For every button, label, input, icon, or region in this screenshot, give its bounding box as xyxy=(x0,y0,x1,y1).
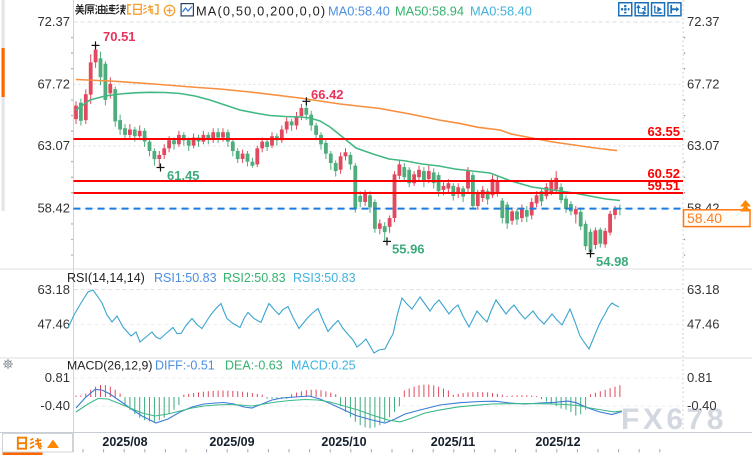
svg-text:MA50:58.94: MA50:58.94 xyxy=(395,4,464,19)
svg-text:RSI(14,14,14): RSI(14,14,14) xyxy=(67,271,145,285)
svg-text:2025/08: 2025/08 xyxy=(102,435,147,449)
svg-text:67.72: 67.72 xyxy=(37,77,70,92)
svg-text:2025/10: 2025/10 xyxy=(321,435,366,449)
svg-text:MA(0,50,0,200,0,0): MA(0,50,0,200,0,0) xyxy=(196,4,326,19)
svg-text:RSI2:50.83: RSI2:50.83 xyxy=(223,271,286,285)
svg-text:MACD(26,12,9): MACD(26,12,9) xyxy=(67,359,152,373)
svg-text:63.55: 63.55 xyxy=(647,124,680,139)
svg-text:0.81: 0.81 xyxy=(687,370,712,385)
svg-text:47.46: 47.46 xyxy=(687,317,720,332)
svg-text:0.81: 0.81 xyxy=(45,370,70,385)
svg-text:MA0:58.40: MA0:58.40 xyxy=(328,4,390,19)
svg-text:58.42: 58.42 xyxy=(37,201,70,216)
svg-text:66.42: 66.42 xyxy=(311,87,344,102)
svg-text:RSI1:50.83: RSI1:50.83 xyxy=(154,271,217,285)
svg-text:-0.40: -0.40 xyxy=(687,398,717,413)
svg-text:47.46: 47.46 xyxy=(37,317,70,332)
svg-text:MA0:58.40: MA0:58.40 xyxy=(470,4,532,19)
svg-text:72.37: 72.37 xyxy=(687,14,720,29)
svg-text:60.52: 60.52 xyxy=(647,166,680,181)
svg-text:MACD:0.25: MACD:0.25 xyxy=(291,359,356,373)
svg-text:DEA:-0.63: DEA:-0.63 xyxy=(225,359,283,373)
svg-text:2025/12: 2025/12 xyxy=(535,435,580,449)
svg-text:55.96: 55.96 xyxy=(392,242,425,257)
svg-text:63.07: 63.07 xyxy=(687,138,720,153)
svg-text:2025/11: 2025/11 xyxy=(431,435,476,449)
svg-text:72.37: 72.37 xyxy=(37,14,70,29)
svg-text:63.07: 63.07 xyxy=(37,138,70,153)
svg-text:59.51: 59.51 xyxy=(647,178,680,193)
svg-text:58.40: 58.40 xyxy=(687,210,722,226)
svg-text:54.98: 54.98 xyxy=(596,254,629,269)
svg-text:61.45: 61.45 xyxy=(167,168,200,183)
svg-text:FX678: FX678 xyxy=(621,403,727,436)
svg-text:67.72: 67.72 xyxy=(687,77,720,92)
svg-text:DIFF:-0.51: DIFF:-0.51 xyxy=(155,359,215,373)
svg-text:RSI3:50.83: RSI3:50.83 xyxy=(293,271,356,285)
svg-text:2025/09: 2025/09 xyxy=(209,435,254,449)
svg-text:70.51: 70.51 xyxy=(103,29,136,44)
svg-text:63.18: 63.18 xyxy=(687,282,720,297)
svg-text:63.18: 63.18 xyxy=(37,282,70,297)
svg-text:-0.40: -0.40 xyxy=(40,398,70,413)
